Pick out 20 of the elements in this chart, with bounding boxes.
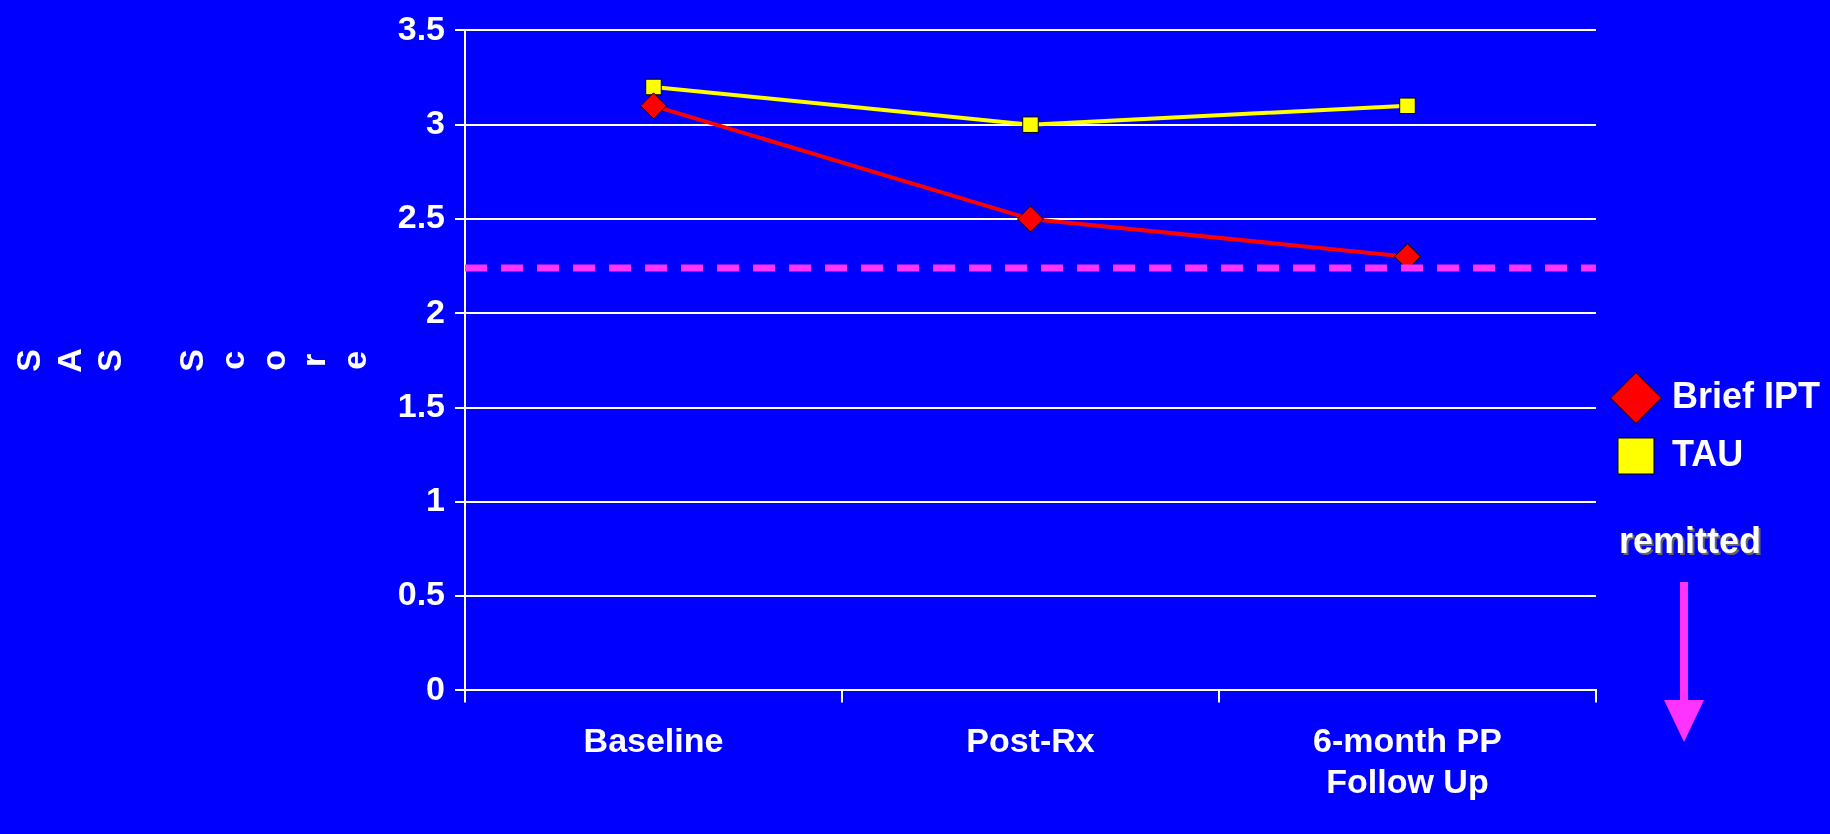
y-tick-label: 3.5	[397, 8, 445, 47]
x-tick-label: 6-month PP Follow Up	[1313, 721, 1502, 800]
y-tick-label: 3	[426, 103, 445, 142]
text: SAS Score	[8, 348, 374, 373]
y-tick-label: 0	[426, 668, 445, 707]
y-tick-label: 2	[426, 291, 445, 330]
legend-label: Brief IPT	[1671, 374, 1821, 416]
point	[1399, 97, 1416, 115]
legend-label: TAU	[1671, 432, 1744, 474]
y-tick-label: 1	[426, 480, 445, 519]
point	[1016, 205, 1044, 233]
point	[1022, 116, 1039, 133]
text: remitted	[1618, 520, 1762, 562]
x-tick-label: Post-Rx	[966, 721, 1095, 760]
point	[640, 92, 667, 120]
y-tick-label: 2.5	[397, 197, 445, 236]
y-tick-label: 1.5	[397, 385, 445, 424]
y-tick-label: 0.5	[397, 574, 445, 613]
point	[645, 78, 662, 96]
x-tick-label: Baseline	[583, 721, 724, 760]
